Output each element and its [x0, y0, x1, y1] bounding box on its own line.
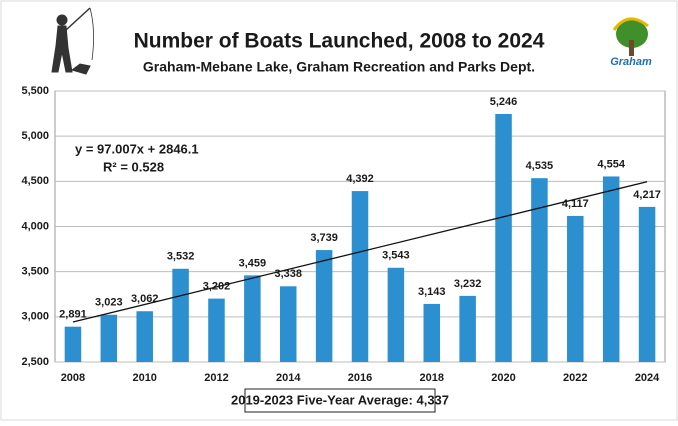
chart-subtitle: Graham-Mebane Lake, Graham Recreation an… — [143, 59, 535, 75]
value-label: 3,459 — [239, 257, 267, 269]
bar — [387, 267, 405, 362]
bar — [64, 326, 82, 362]
x-tick-label: 2020 — [491, 372, 515, 384]
chart-title: Number of Boats Launched, 2008 to 2024 — [134, 30, 545, 53]
y-tick-label: 4,000 — [21, 220, 49, 232]
x-tick-label: 2008 — [61, 372, 85, 384]
value-label: 3,143 — [418, 286, 446, 298]
bar — [279, 286, 297, 362]
x-tick-label: 2018 — [420, 372, 444, 384]
value-label: 3,023 — [95, 297, 123, 309]
bar — [172, 268, 189, 362]
trendline-equation: y = 97.007x + 2846.1 — [75, 141, 199, 156]
value-label: 3,232 — [454, 278, 482, 290]
footer-box — [244, 388, 436, 413]
bar — [531, 178, 548, 362]
bar — [100, 314, 118, 362]
bar — [602, 176, 620, 362]
bar — [351, 191, 369, 362]
bar — [459, 295, 476, 362]
bar — [423, 303, 441, 362]
value-label: 3,739 — [310, 232, 338, 244]
x-tick-label: 2024 — [635, 372, 660, 384]
logo-text: Graham — [610, 56, 652, 68]
logo: Graham — [610, 17, 652, 68]
value-label: 2,891 — [59, 309, 87, 321]
y-tick-label: 4,500 — [21, 175, 49, 187]
trendline-r-squared: R² = 0.528 — [103, 159, 164, 174]
value-label: 4,554 — [597, 158, 625, 170]
y-tick-label: 5,500 — [21, 85, 49, 97]
value-label: 3,532 — [167, 251, 195, 263]
y-tick-label: 3,500 — [21, 266, 49, 278]
value-label: 4,392 — [346, 173, 374, 185]
bar — [638, 206, 656, 362]
x-tick-label: 2014 — [276, 372, 301, 384]
y-tick-label: 2,500 — [21, 356, 49, 368]
x-tick-label: 2016 — [348, 372, 372, 384]
value-label: 4,535 — [526, 160, 554, 172]
value-label: 4,217 — [633, 189, 661, 201]
bar — [208, 298, 225, 362]
value-label: 3,543 — [382, 250, 410, 262]
bar — [315, 250, 333, 362]
footer-note: 2019-2023 Five-Year Average: 4,337 — [231, 392, 449, 407]
x-tick-label: 2010 — [132, 372, 156, 384]
bar — [244, 275, 261, 362]
x-tick-label: 2012 — [204, 372, 228, 384]
value-label: 3,062 — [131, 293, 159, 305]
bar — [495, 113, 512, 362]
fisherman-icon — [51, 7, 94, 75]
y-tick-label: 5,000 — [21, 130, 49, 142]
x-tick-label: 2022 — [563, 372, 587, 384]
bar — [136, 311, 153, 362]
value-label: 5,246 — [490, 96, 518, 108]
bar — [567, 215, 584, 362]
trendline — [72, 181, 648, 323]
y-tick-label: 3,000 — [21, 311, 49, 323]
